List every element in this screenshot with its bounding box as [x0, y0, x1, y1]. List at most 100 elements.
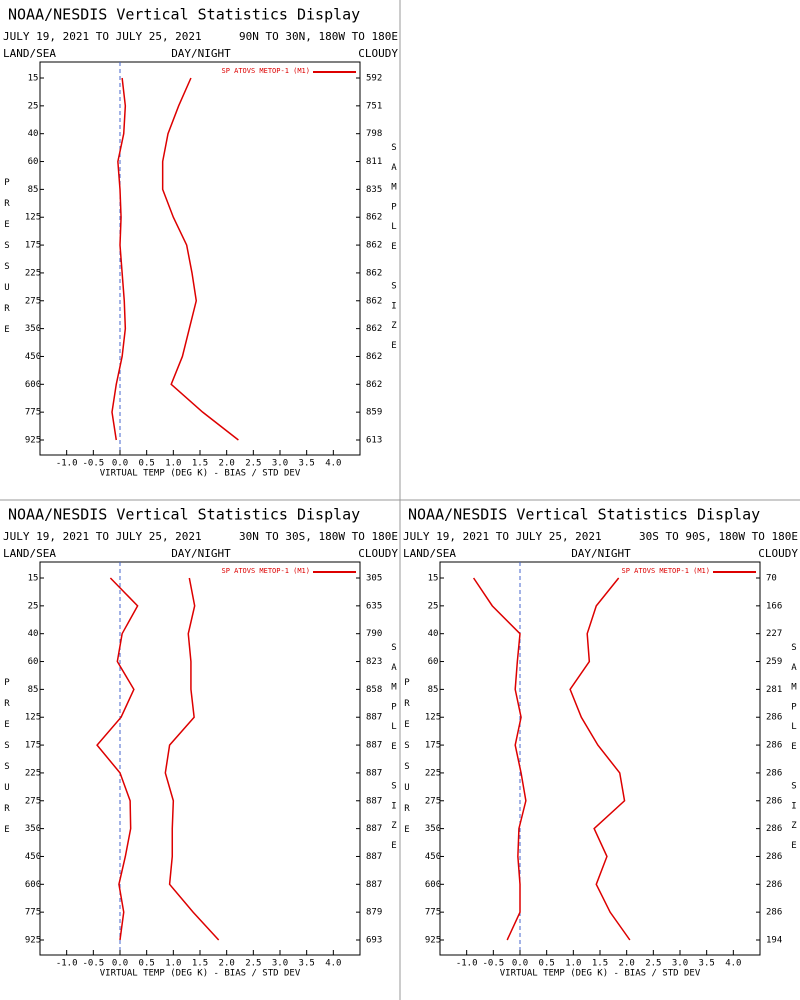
y-tick-label: 125 [25, 713, 41, 723]
sample-size-label: 592 [366, 74, 382, 84]
x-tick-label: 3.5 [299, 959, 315, 969]
x-tick-label: 0.0 [112, 459, 128, 469]
sample-size-label: 693 [366, 936, 382, 946]
y-tick-label: 600 [25, 380, 41, 390]
y-tick-label: 15 [428, 574, 439, 584]
x-tick-label: 0.0 [112, 959, 128, 969]
region: 90N TO 30N, 180W TO 180E [239, 30, 398, 43]
series-line [164, 577, 220, 941]
y-tick-label: 60 [28, 157, 39, 167]
sample-size-label: 879 [366, 908, 382, 918]
sample-size-label: 286 [766, 824, 782, 834]
y-tick-label: 40 [28, 129, 39, 139]
x-tick-label: 0.0 [512, 959, 528, 969]
y-tick-label: 85 [28, 685, 39, 695]
y-tick-label: 60 [28, 657, 39, 667]
x-tick-label: -1.0 [56, 459, 78, 469]
x-tick-label: 1.0 [565, 959, 581, 969]
y-tick-label: 925 [25, 436, 41, 446]
series-line [96, 577, 139, 941]
sample-size-label: 286 [766, 768, 782, 778]
y-tick-label: 350 [25, 324, 41, 334]
x-tick-label: 4.0 [325, 459, 341, 469]
x-axis-label: VIRTUAL TEMP (DEG K) - BIAS / STD DEV [500, 969, 701, 979]
label-right: CLOUDY [358, 547, 398, 560]
x-tick-label: 2.0 [219, 459, 235, 469]
y-tick-label: 125 [425, 713, 441, 723]
y-tick-label: 40 [428, 629, 439, 639]
y-tick-label: 775 [25, 908, 41, 918]
x-tick-label: -0.5 [82, 959, 104, 969]
y-tick-label: 175 [425, 741, 441, 751]
x-tick-label: -0.5 [482, 959, 504, 969]
label-left: LAND/SEA [403, 547, 456, 560]
panel: NOAA/NESDIS Vertical Statistics Display J… [3, 6, 398, 479]
sample-size-label: 887 [366, 768, 382, 778]
x-tick-label: 0.5 [139, 959, 155, 969]
sample-size-label: 166 [766, 601, 782, 611]
sample-size-label: 751 [366, 101, 382, 111]
sample-size-label: 286 [766, 741, 782, 751]
x-tick-label: 3.5 [699, 959, 715, 969]
x-tick-label: 4.0 [325, 959, 341, 969]
y-tick-label: 275 [425, 796, 441, 806]
sample-size-label: 862 [366, 213, 382, 223]
sample-size-label: 887 [366, 741, 382, 751]
y-tick-label: 600 [425, 880, 441, 890]
y-tick-label: 25 [28, 101, 39, 111]
x-tick-label: 1.5 [192, 959, 208, 969]
y-tick-label: 15 [28, 74, 39, 84]
sample-size-label: 70 [766, 574, 777, 584]
subtitle: JULY 19, 2021 TO JULY 25, 2021 [3, 30, 202, 43]
y-tick-label: 225 [25, 768, 41, 778]
y-tick-label: 25 [28, 601, 39, 611]
x-tick-label: 1.0 [165, 459, 181, 469]
sample-size-label: 887 [366, 880, 382, 890]
y-tick-label: 225 [425, 768, 441, 778]
x-tick-label: 1.0 [165, 959, 181, 969]
x-tick-label: 2.5 [245, 959, 261, 969]
sample-size-label: 286 [766, 880, 782, 890]
sample-size-label: 281 [766, 685, 782, 695]
sample-size-label: 862 [366, 241, 382, 251]
sample-size-label: 790 [366, 629, 382, 639]
y-tick-label: 450 [25, 852, 41, 862]
chart-title: NOAA/NESDIS Vertical Statistics Display [8, 6, 360, 24]
y-tick-label: 85 [28, 185, 39, 195]
sample-size-label: 862 [366, 352, 382, 362]
series-line [111, 77, 127, 441]
x-tick-label: 3.0 [672, 959, 688, 969]
sample-size-label: 862 [366, 380, 382, 390]
y-tick-label: 775 [425, 908, 441, 918]
sample-size-label: 823 [366, 657, 382, 667]
x-tick-label: -0.5 [82, 459, 104, 469]
y-tick-label: 40 [28, 629, 39, 639]
sample-size-label: 194 [766, 936, 782, 946]
y-tick-label: 275 [25, 296, 41, 306]
x-tick-label: 2.5 [645, 959, 661, 969]
sample-size-label: 858 [366, 685, 382, 695]
y-tick-label: 925 [25, 936, 41, 946]
region: 30N TO 30S, 180W TO 180E [239, 530, 398, 543]
y-tick-label: 225 [25, 268, 41, 278]
chart-title: NOAA/NESDIS Vertical Statistics Display [8, 506, 360, 524]
label-center: DAY/NIGHT [171, 547, 231, 560]
legend-label: SP ATOVS METOP-1 (M1) [621, 567, 710, 575]
series-line [161, 77, 239, 441]
sample-size-label: 835 [366, 185, 382, 195]
x-tick-label: 3.5 [299, 459, 315, 469]
sample-size-label: 635 [366, 601, 382, 611]
label-center: DAY/NIGHT [171, 47, 231, 60]
sample-size-label: 811 [366, 157, 382, 167]
x-axis-label: VIRTUAL TEMP (DEG K) - BIAS / STD DEV [100, 969, 301, 979]
sample-size-label: 798 [366, 129, 382, 139]
legend-label: SP ATOVS METOP-1 (M1) [221, 67, 310, 75]
sample-size-label: 613 [366, 436, 382, 446]
x-tick-label: 1.5 [192, 459, 208, 469]
y-tick-label: 125 [25, 213, 41, 223]
y-tick-label: 925 [425, 936, 441, 946]
sample-size-label: 286 [766, 713, 782, 723]
